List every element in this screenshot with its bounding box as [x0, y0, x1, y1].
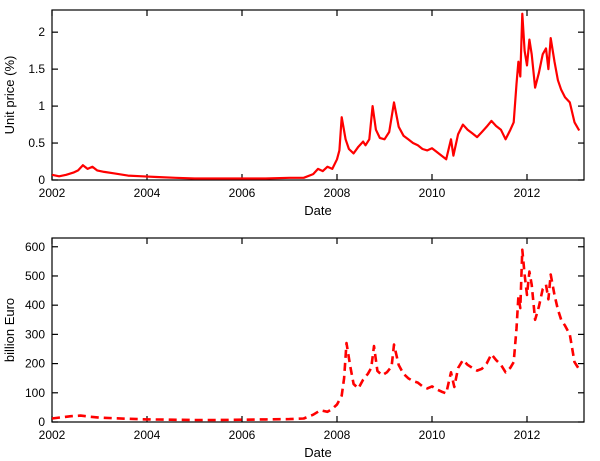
x-axis-label: Date — [304, 445, 331, 460]
x-tick-label: 2004 — [134, 428, 161, 442]
y-axis-label: billion Euro — [2, 298, 17, 362]
x-tick-label: 2006 — [229, 428, 256, 442]
x-tick-label: 2012 — [514, 186, 541, 200]
y-tick-label: 300 — [25, 327, 45, 341]
billion-euro-chart: 2002 2004 2006 2008 2010 2012 0 100 200 300 400 500… — [2, 237, 585, 460]
y-tick-label: 0.5 — [28, 136, 45, 150]
y-tick-label: 400 — [25, 298, 45, 312]
y-tick-label: 500 — [25, 269, 45, 283]
x-tick-label: 2002 — [39, 186, 66, 200]
series-line — [51, 12, 581, 180]
series-line — [51, 248, 581, 422]
axes-box — [51, 9, 585, 181]
y-tick-label: 0 — [38, 415, 45, 429]
y-axis-label: Unit price (%) — [2, 56, 17, 135]
x-tick-label: 2002 — [39, 428, 66, 442]
y-tick-label: 1 — [38, 99, 45, 113]
y-tick-label: 0 — [38, 173, 45, 187]
y-tick-label: 1.5 — [28, 62, 45, 76]
unit-price-chart: 2002 2004 2006 2008 2010 2012 0 0.5 1 1.5 2 Date Uni… — [2, 9, 585, 218]
y-tick-label: 600 — [25, 240, 45, 254]
x-tick-label: 2008 — [324, 428, 351, 442]
x-tick-label: 2012 — [514, 428, 541, 442]
y-tick-label: 200 — [25, 357, 45, 371]
x-tick-label: 2010 — [419, 428, 446, 442]
x-tick-label: 2006 — [229, 186, 256, 200]
x-tick-label: 2008 — [324, 186, 351, 200]
y-tick-label: 100 — [25, 386, 45, 400]
x-axis-label: Date — [304, 203, 331, 218]
x-tick-label: 2010 — [419, 186, 446, 200]
axes-box — [51, 237, 585, 423]
x-tick-label: 2004 — [134, 186, 161, 200]
y-tick-label: 2 — [38, 25, 45, 39]
